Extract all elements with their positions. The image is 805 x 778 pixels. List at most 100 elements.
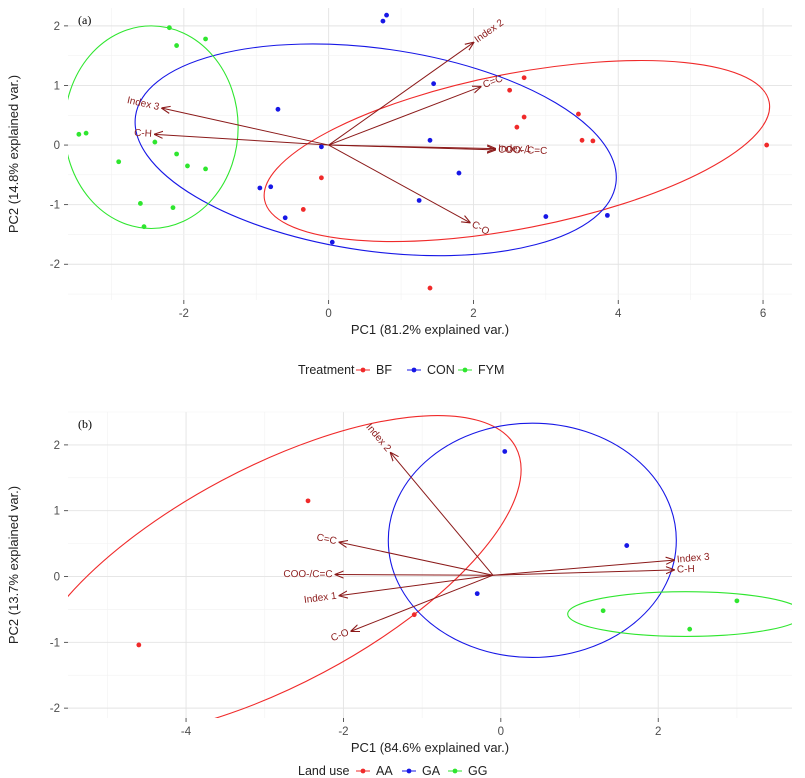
loading-arrow-c-h <box>492 570 674 576</box>
point-fym <box>76 131 82 137</box>
loading-label: C=C <box>482 73 505 91</box>
legend-key-point <box>406 768 412 774</box>
loading-label: Index 1 <box>303 591 337 606</box>
loading-arrow-index-3 <box>162 108 329 146</box>
x-tick-label: -4 <box>181 726 192 738</box>
x-tick-label: 4 <box>615 308 622 320</box>
point-con <box>282 215 288 221</box>
point-ga <box>474 591 480 597</box>
x-axis-title: PC1 (81.2% explained var.) <box>351 322 509 337</box>
legend-entry: AA <box>376 764 393 778</box>
loading-arrow-c-c <box>340 542 494 576</box>
y-axis-title: PC2 (13.7% explained var.) <box>6 486 21 644</box>
point-bf <box>579 137 585 143</box>
point-fym <box>203 36 208 42</box>
point-gg <box>734 598 740 604</box>
loading-arrow-c-o <box>351 574 494 631</box>
point-ga <box>624 543 630 548</box>
point-con <box>380 18 386 24</box>
legend-key-point <box>360 768 366 774</box>
legend-entry: BF <box>376 363 392 377</box>
loading-arrow-c-c <box>328 87 481 146</box>
loading-arrow-coo-c-c <box>336 575 493 576</box>
point-bf <box>521 114 527 120</box>
loading-label: C=C <box>316 532 338 547</box>
y-tick-label: -1 <box>50 200 60 212</box>
y-tick-label: -1 <box>50 637 60 649</box>
y-axis-title: PC2 (14.8% explained var.) <box>6 75 21 233</box>
y-tick-label: 2 <box>54 21 60 33</box>
loading-label: Index 1 <box>498 143 531 155</box>
point-con <box>268 184 274 190</box>
point-fym <box>170 205 176 211</box>
ellipse-gg <box>567 591 792 637</box>
grid <box>68 8 792 300</box>
point-con <box>431 81 437 87</box>
ellipse-fym <box>68 25 239 230</box>
x-tick-label: -2 <box>338 726 348 738</box>
loading-label: Index 2 <box>363 422 393 455</box>
point-fym <box>152 139 158 145</box>
x-tick-label: 6 <box>760 308 766 320</box>
loading-label: C-H <box>134 128 152 140</box>
point-fym <box>116 159 122 165</box>
loading-label: COO-/C=C <box>498 145 547 157</box>
y-tick-label: 1 <box>54 506 60 518</box>
plot-area: Index 2 C=C COO-/C=C Index 1 C-O Index 3C-H <box>68 414 792 718</box>
biplot-panel-b: -4 -2 0 2 -2 -1 0 1 2 PC1 (84.6% explained var.) P… <box>6 411 792 778</box>
point-con <box>275 106 281 112</box>
y-tick-label: -2 <box>50 259 60 271</box>
loading-arrow-c-o <box>328 144 470 222</box>
point-con <box>329 239 335 245</box>
legend-key-point <box>462 367 468 373</box>
point-ga <box>502 449 508 454</box>
point-aa <box>305 498 311 504</box>
point-fym <box>138 201 143 206</box>
point-con <box>427 137 433 143</box>
loading-label: Index 3 <box>126 95 161 113</box>
loading-label: C-H <box>677 564 695 576</box>
point-fym <box>141 224 147 230</box>
ellipse-con <box>134 43 617 257</box>
point-bf <box>764 142 770 148</box>
point-con <box>416 198 422 203</box>
biplot-panel-a: -2 0 2 4 6 -2 -1 0 1 2 PC1 (81.2% explained var.) P… <box>6 8 792 377</box>
legend: Treatment BF CON FYM <box>298 363 504 377</box>
point-fym <box>174 43 180 48</box>
loading-label: C-O <box>329 627 350 644</box>
point-con <box>319 144 324 150</box>
point-fym <box>185 163 190 169</box>
loading-arrow-index-2 <box>391 453 494 576</box>
loading-label: COO-/C=C <box>283 569 332 580</box>
y-tick-label: 0 <box>54 572 60 584</box>
loading-arrow-index-3 <box>492 560 674 576</box>
loading-label: Index 2 <box>473 17 506 45</box>
loading-arrow-index-2 <box>328 43 474 146</box>
x-axis-title: PC1 (84.6% explained var.) <box>351 740 509 755</box>
point-fym <box>174 151 180 157</box>
ellipse-bf <box>263 59 771 243</box>
legend-entry: GG <box>468 764 487 778</box>
panel-label: (b) <box>78 417 92 431</box>
panel-label: (a) <box>78 13 91 27</box>
point-gg <box>600 608 606 614</box>
point-con <box>604 212 610 218</box>
point-con <box>543 214 549 219</box>
point-con <box>456 170 462 176</box>
x-tick-label: 2 <box>470 308 476 320</box>
point-bf <box>507 87 513 93</box>
legend-entry: CON <box>427 363 455 377</box>
loading-arrow-coo-c-c <box>328 144 496 150</box>
point-bf <box>319 175 324 181</box>
point-con <box>257 185 263 191</box>
point-bf <box>427 285 433 291</box>
point-aa <box>136 642 142 648</box>
y-tick-label: 2 <box>54 440 60 452</box>
x-tick-label: 0 <box>498 726 504 738</box>
legend-title: Treatment <box>298 363 355 377</box>
legend: Land use AA GA GG <box>298 764 487 778</box>
point-bf <box>514 124 520 130</box>
loading-arrow-index-1 <box>340 574 494 595</box>
y-tick-label: 0 <box>54 140 60 152</box>
